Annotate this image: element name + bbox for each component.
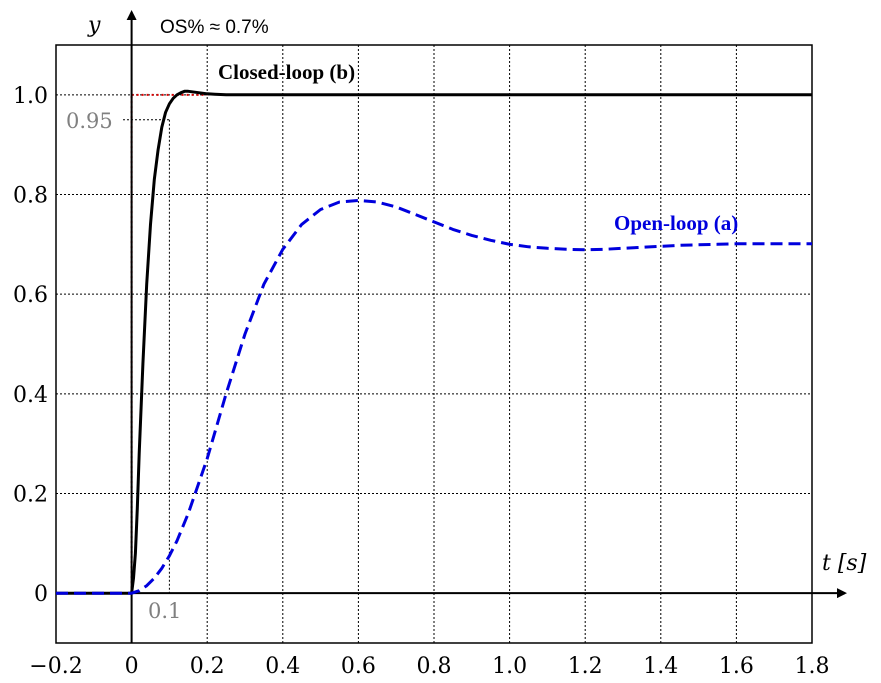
open-loop-label: Open-loop (a) bbox=[614, 211, 738, 235]
axes bbox=[56, 10, 847, 643]
rise-time-label: 0.1 bbox=[148, 599, 181, 623]
y-tick-label: 0.4 bbox=[13, 383, 48, 408]
x-axis-label: t [s] bbox=[822, 551, 867, 576]
x-tick-label: 0 bbox=[125, 654, 139, 679]
y-tick-label: 1.0 bbox=[13, 84, 48, 109]
x-tick-label: 0.8 bbox=[417, 654, 452, 679]
y-tick-label: 0 bbox=[34, 582, 48, 607]
closed-loop-label: Closed-loop (b) bbox=[218, 60, 355, 84]
x-tick-label: 0.6 bbox=[341, 654, 376, 679]
open-loop-line bbox=[56, 199, 812, 595]
x-tick-label: −0.2 bbox=[29, 654, 82, 679]
x-tick-label: 1.2 bbox=[568, 654, 603, 679]
x-tick-label: 0.2 bbox=[190, 654, 225, 679]
x-tick-label: 1.4 bbox=[643, 654, 678, 679]
y-tick-labels: 0 0.2 0.4 0.6 0.8 1.0 bbox=[13, 84, 48, 607]
series-lines bbox=[56, 89, 812, 595]
overshoot-annotation: OS% ≈ 0.7% bbox=[160, 17, 269, 38]
y-tick-label: 0.2 bbox=[13, 483, 48, 508]
x-tick-label: 1.0 bbox=[492, 654, 527, 679]
x-tick-label: 0.4 bbox=[265, 654, 300, 679]
closed-loop-line bbox=[56, 89, 812, 595]
y-axis-label: y bbox=[87, 13, 101, 38]
y-tick-label: 0.8 bbox=[13, 184, 48, 209]
settle-level-label: 0.95 bbox=[66, 109, 113, 133]
y-tick-label: 0.6 bbox=[13, 283, 48, 308]
x-tick-label: 1.6 bbox=[719, 654, 754, 679]
x-tick-labels: −0.2 0 0.2 0.4 0.6 0.8 1.0 1.2 1.4 1.6 1.8 bbox=[29, 654, 829, 679]
x-tick-label: 1.8 bbox=[795, 654, 830, 679]
